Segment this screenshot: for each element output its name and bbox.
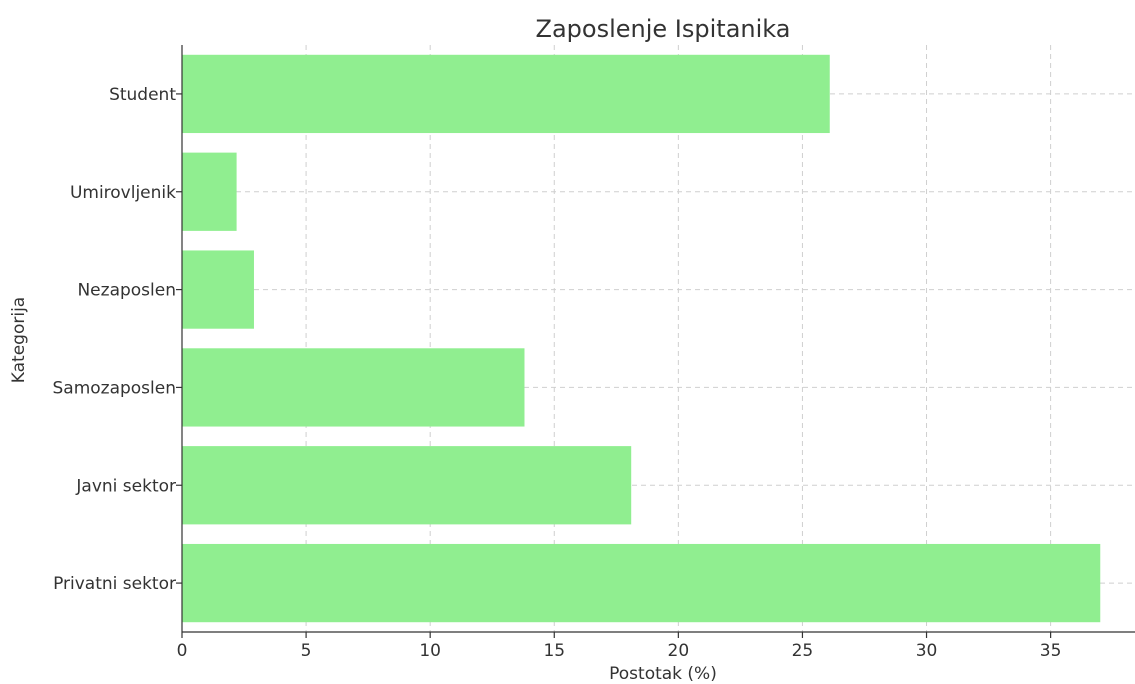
x-tick-label: 5	[301, 641, 312, 661]
chart-title: Zaposlenje Ispitanika	[536, 15, 791, 43]
x-tick-label: 10	[419, 641, 441, 661]
y-tick-label: Samozaposlen	[52, 378, 176, 398]
bar-nezaposlen	[182, 250, 254, 329]
axes	[181, 45, 1135, 633]
y-ticks: Privatni sektor Javni sektor Samozaposlen N…	[52, 85, 182, 594]
x-tick-label: 30	[916, 641, 938, 661]
x-tick-label: 20	[668, 641, 690, 661]
bars	[182, 54, 1101, 623]
y-tick-label: Umirovljenik	[70, 183, 176, 203]
bar-privatni-sektor	[182, 543, 1101, 623]
y-tick-label: Nezaposlen	[77, 281, 176, 301]
bar-umirovljenik	[182, 152, 237, 231]
x-axis-title: Postotak (%)	[609, 664, 717, 684]
y-tick-label: Javni sektor	[75, 476, 176, 496]
bar-javni-sektor	[182, 446, 632, 525]
x-tick-label: 15	[543, 641, 565, 661]
x-tick-label: 35	[1040, 641, 1062, 661]
y-tick-label: Student	[109, 85, 176, 105]
bar-student	[182, 54, 830, 134]
x-tick-label: 0	[177, 641, 188, 661]
y-tick-label: Privatni sektor	[53, 574, 176, 594]
x-ticks: 0 5 10 15 20 25 30 35	[177, 632, 1062, 661]
y-axis-title: Kategorija	[9, 297, 29, 383]
bar-samozaposlen	[182, 348, 525, 427]
x-tick-label: 25	[792, 641, 814, 661]
grid-lines	[181, 45, 1135, 632]
